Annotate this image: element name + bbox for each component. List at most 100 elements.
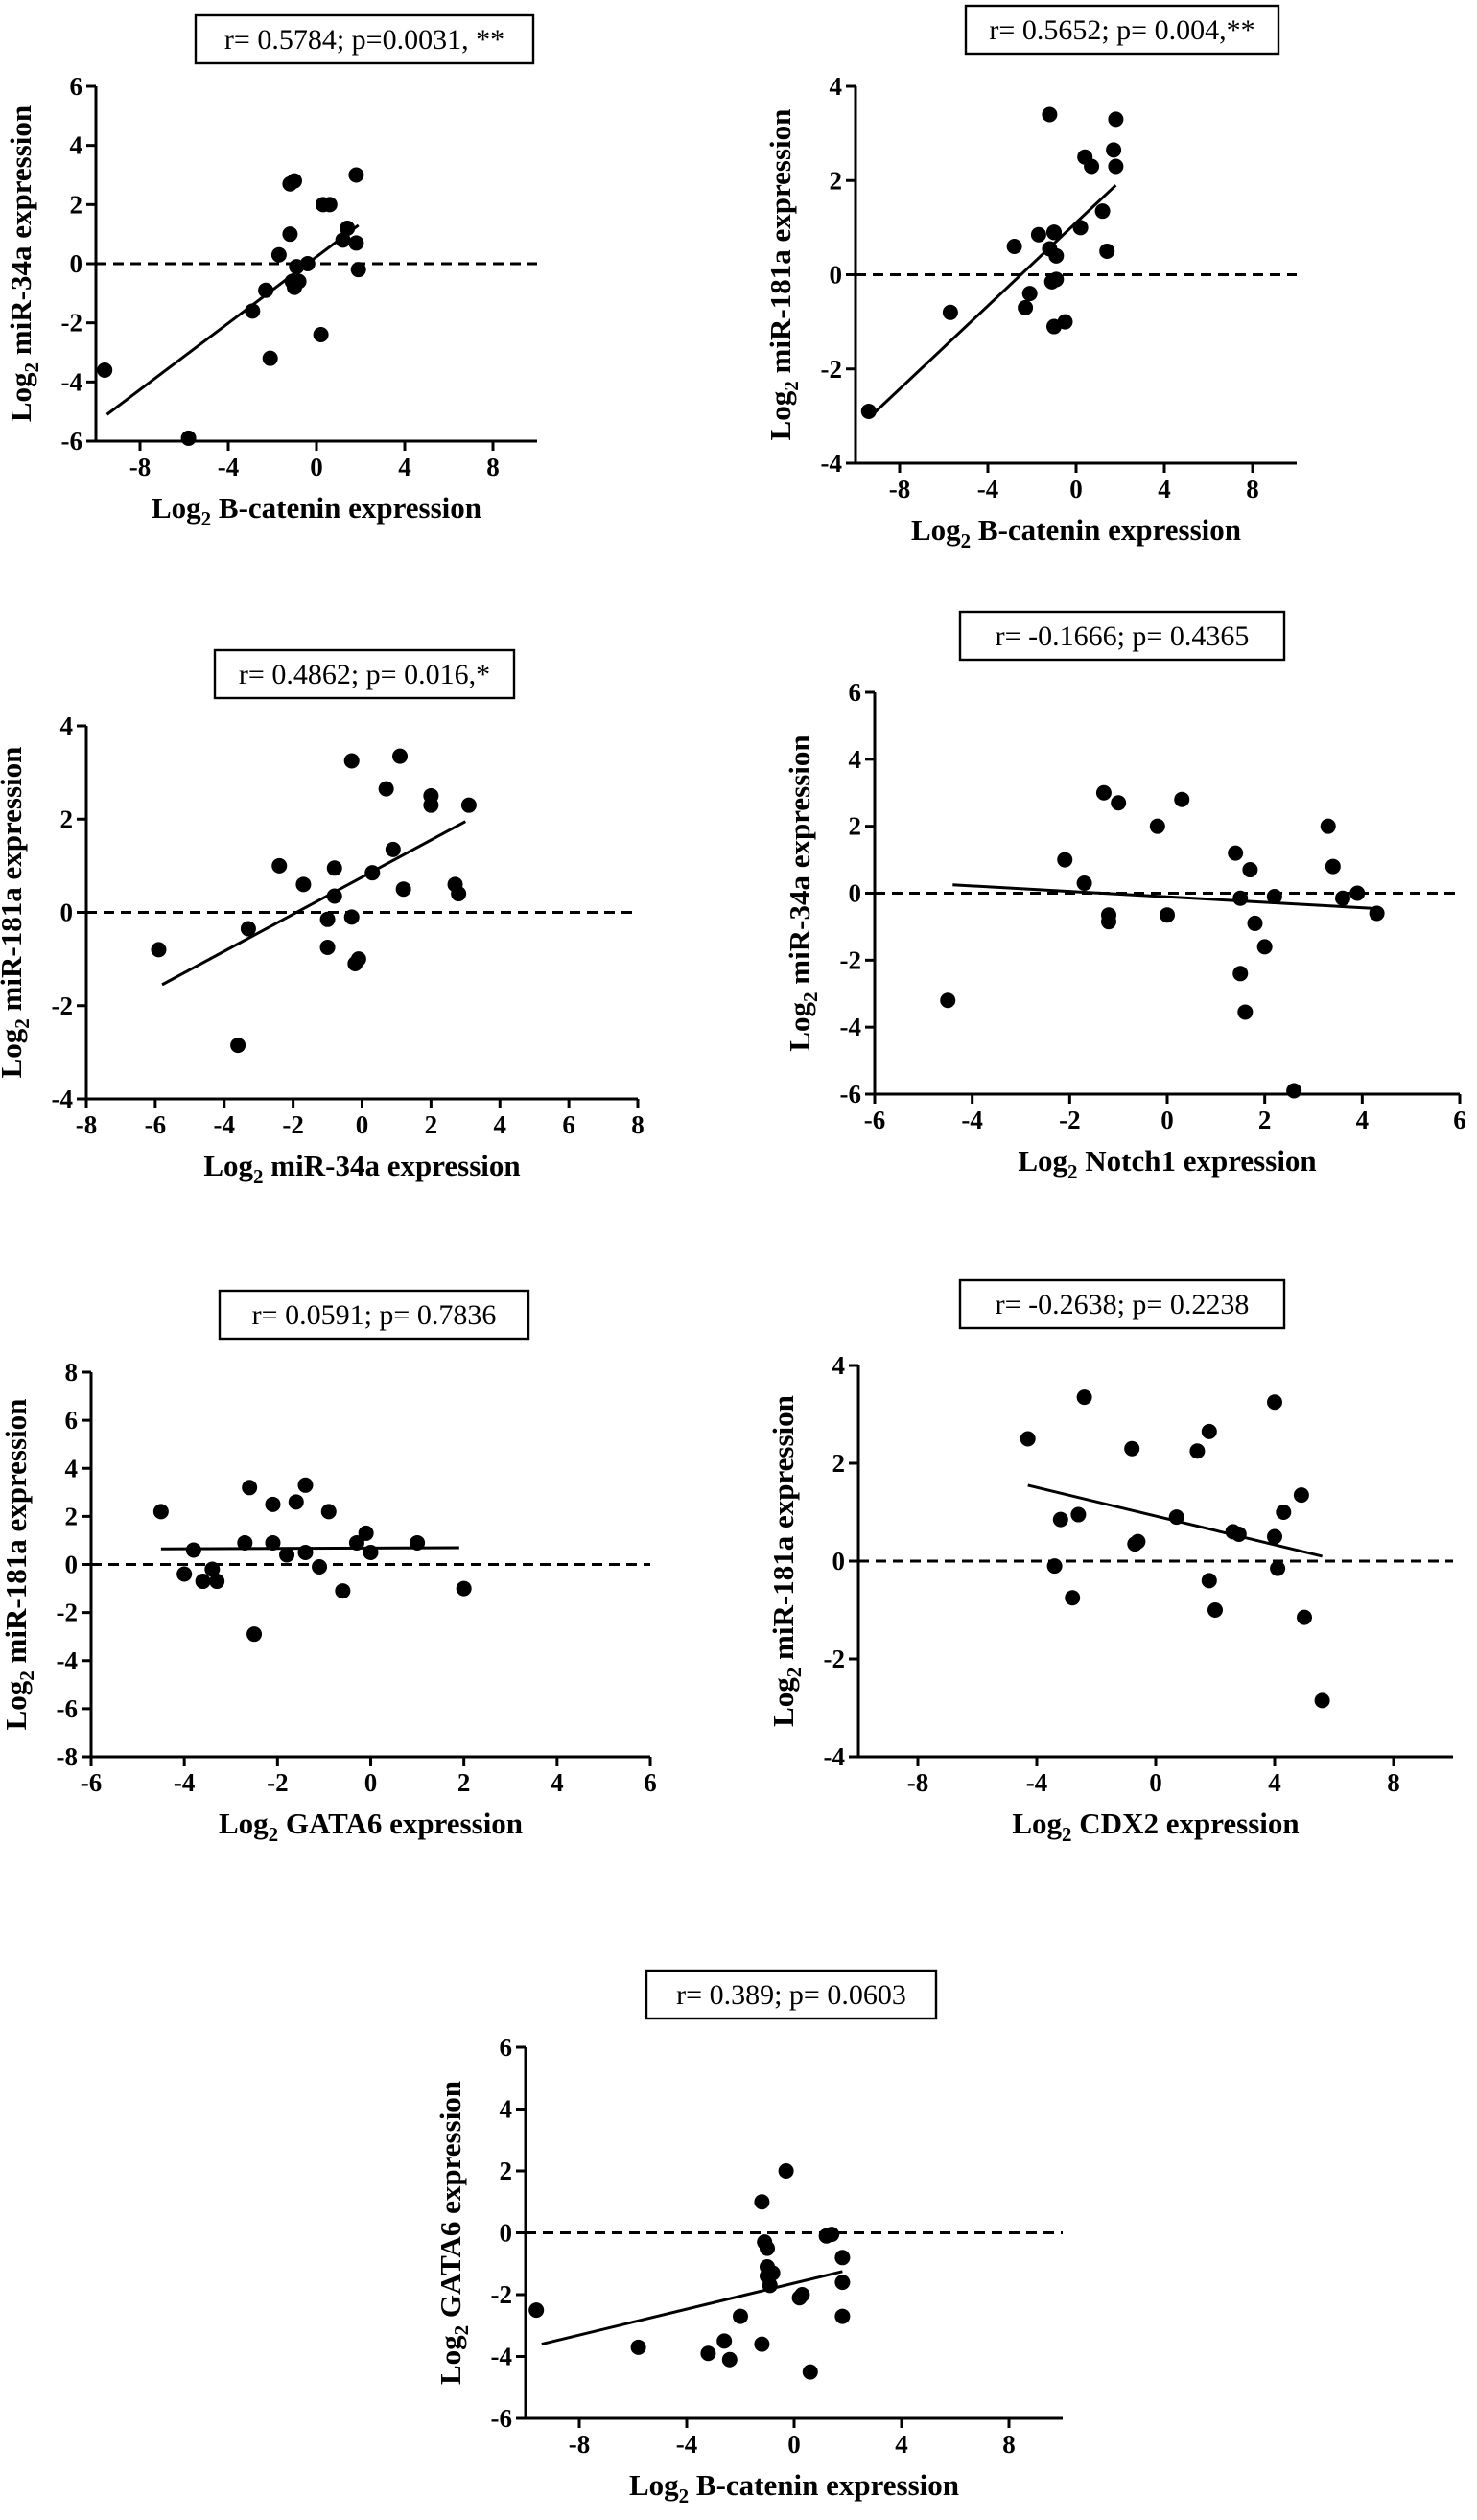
data-point <box>630 2339 646 2355</box>
data-point <box>1108 158 1124 175</box>
y-tick-label: -4 <box>824 1742 846 1771</box>
x-tick-label: -2 <box>267 1768 289 1797</box>
data-point <box>1018 299 1034 315</box>
x-tick-label: 0 <box>310 453 323 481</box>
x-tick-label: -4 <box>961 1106 983 1134</box>
x-tick-label: -2 <box>282 1110 304 1139</box>
panel-1: r= 0.5784; p=0.0031, ** Log2 B-catenin e… <box>4 13 537 530</box>
data-point <box>1057 314 1073 330</box>
y-tick-label: -4 <box>57 1646 79 1675</box>
data-point <box>1020 1431 1036 1447</box>
data-point <box>1237 1004 1254 1020</box>
data-point <box>279 1547 295 1563</box>
data-point <box>350 262 366 278</box>
y-tick-label: -2 <box>57 1598 79 1627</box>
data-point <box>1349 885 1366 901</box>
data-point <box>1232 890 1249 906</box>
y-tick-label: -2 <box>821 355 843 384</box>
data-point <box>392 748 409 764</box>
data-point <box>794 2287 810 2302</box>
data-point <box>265 1496 281 1512</box>
data-point <box>237 1534 253 1551</box>
x-tick-label: -8 <box>889 475 911 503</box>
data-point <box>1270 1560 1286 1576</box>
x-tick-label: -2 <box>1059 1106 1081 1134</box>
data-point <box>395 881 411 898</box>
x-axis-title: Log2 B-catenin expression <box>152 491 481 530</box>
y-tick-label: -2 <box>61 309 83 338</box>
data-point <box>176 1566 193 1582</box>
data-point <box>385 841 401 857</box>
y-tick-label: 6 <box>500 2033 513 2062</box>
data-point <box>363 1544 379 1560</box>
x-tick-label: 4 <box>494 1110 507 1139</box>
y-tick-label: 4 <box>849 745 862 774</box>
x-tick-label: -4 <box>214 1110 236 1139</box>
y-tick-label: 6 <box>65 1406 79 1435</box>
y-tick-label: 8 <box>65 1358 79 1387</box>
data-point <box>1101 914 1116 930</box>
x-axis-title: Log2 B-catenin expression <box>911 513 1241 552</box>
y-tick-label: 4 <box>70 131 83 160</box>
data-point <box>246 1626 263 1643</box>
data-point <box>1108 111 1124 128</box>
data-point <box>258 282 274 298</box>
data-point <box>348 235 364 251</box>
x-tick-label: -8 <box>76 1110 98 1139</box>
y-axis-title: Log2 miR-181a expression <box>763 109 803 441</box>
y-tick-label: 4 <box>65 1454 79 1482</box>
y-tick-label: -6 <box>57 1694 79 1723</box>
data-point <box>1030 226 1046 243</box>
stat-box <box>958 1278 1286 1330</box>
data-point <box>265 1534 281 1551</box>
data-point <box>1006 239 1022 255</box>
data-point <box>824 2227 840 2243</box>
data-point <box>343 753 360 769</box>
data-point <box>1201 1423 1217 1439</box>
data-point <box>1048 271 1065 288</box>
data-point <box>1207 1602 1223 1618</box>
y-tick-label: 4 <box>60 712 74 740</box>
x-tick-label: 8 <box>486 453 500 481</box>
data-point <box>1174 791 1190 807</box>
data-point <box>185 1542 201 1558</box>
data-point <box>343 909 360 925</box>
regression-line <box>106 223 360 416</box>
data-point <box>297 1477 314 1493</box>
y-tick-label: -2 <box>840 945 862 974</box>
y-tick-label: 2 <box>849 812 862 841</box>
data-point <box>1325 858 1341 875</box>
regression-line <box>870 184 1117 417</box>
data-point <box>1168 1509 1184 1526</box>
panel-3: r= 0.4862; p= 0.016,* Log2 miR-34a expre… <box>0 648 645 1188</box>
data-point <box>460 797 477 813</box>
stat-label: r= 0.389; p= 0.0603 <box>676 1979 906 2011</box>
x-tick-label: 6 <box>644 1768 657 1797</box>
y-tick-label: 2 <box>65 1502 79 1530</box>
data-point <box>451 886 467 902</box>
x-tick-label: -4 <box>676 2430 698 2459</box>
data-point <box>1335 890 1350 906</box>
data-point <box>1267 1394 1282 1411</box>
x-tick-label: 0 <box>787 2430 801 2459</box>
data-point <box>1320 818 1336 834</box>
panel-6: r= -0.2638; p= 0.2238 Log2 CDX2 expressi… <box>766 1278 1453 1846</box>
data-point <box>320 1504 337 1520</box>
y-tick-label: -4 <box>840 1013 862 1041</box>
x-tick-label: -6 <box>81 1768 103 1797</box>
x-tick-label: 4 <box>1268 1768 1281 1797</box>
x-tick-label: 8 <box>1246 475 1259 503</box>
x-axis-title: Log2 miR-34a expression <box>203 1149 520 1188</box>
x-tick-label: -4 <box>977 475 999 503</box>
data-point <box>410 1534 426 1551</box>
y-tick-label: 0 <box>70 249 83 278</box>
data-point <box>271 857 288 874</box>
y-tick-label: 4 <box>832 1351 846 1380</box>
x-tick-label: 4 <box>551 1768 564 1797</box>
data-point <box>282 226 298 243</box>
data-point <box>312 1559 328 1575</box>
data-point <box>245 303 261 319</box>
y-tick-label: -6 <box>840 1080 862 1108</box>
data-point <box>291 273 307 290</box>
x-axis-title: Log2 GATA6 expression <box>219 1807 523 1846</box>
